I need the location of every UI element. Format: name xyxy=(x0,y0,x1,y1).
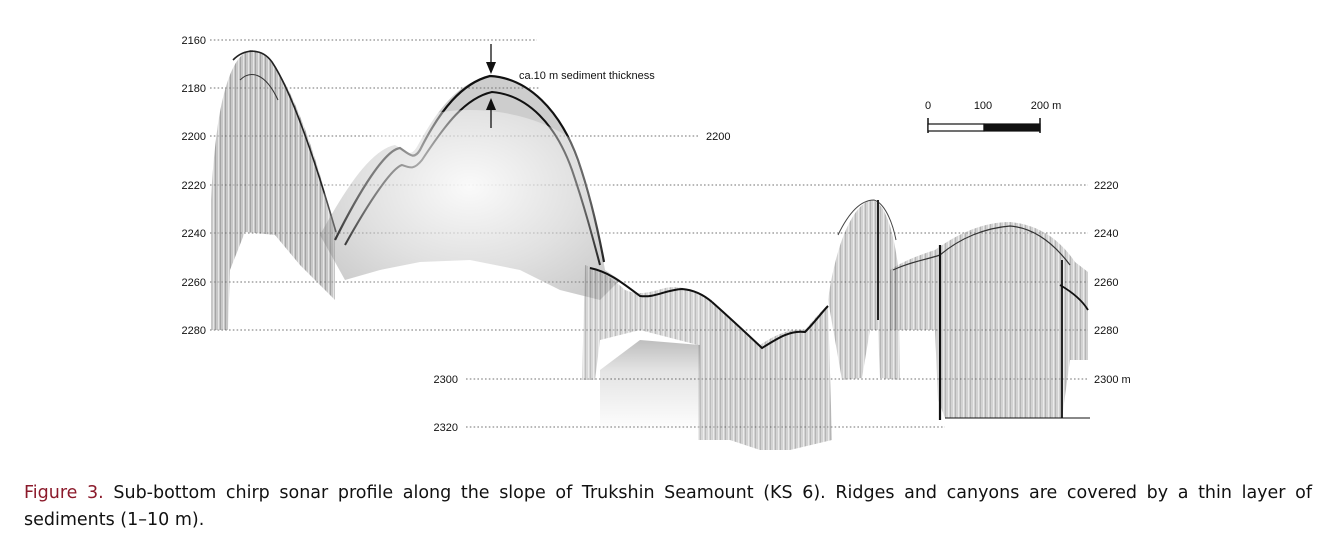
scale-label: 0 xyxy=(925,100,931,112)
depth-label: 2220 xyxy=(1094,180,1118,192)
figure-label: Figure 3. xyxy=(24,483,104,503)
depth-label: 2260 xyxy=(182,277,206,289)
sonar-profile-figure: 2160 2180 2200 2220 2240 2260 2280 2200 … xyxy=(182,35,1131,450)
depth-label: 2280 xyxy=(182,325,206,337)
depth-label: 2240 xyxy=(1094,228,1118,240)
depth-label: 2260 xyxy=(1094,277,1118,289)
depth-label: 2280 xyxy=(1094,325,1118,337)
depth-axis-lower: 2300 2320 xyxy=(434,374,458,434)
sonar-image xyxy=(211,49,1090,450)
sediment-annotation: ca.10 m sediment thickness xyxy=(519,70,655,82)
depth-label-2200-middle: 2200 xyxy=(706,131,730,143)
depth-axis-right: 2220 2240 2260 2280 2300 m xyxy=(1094,180,1131,386)
sediment-thickness-arrows xyxy=(486,44,496,128)
scale-bar: 0 100 200 m xyxy=(925,100,1061,133)
depth-axis-left: 2160 2180 2200 2220 2240 2260 2280 xyxy=(182,35,206,337)
depth-label: 2200 xyxy=(182,131,206,143)
figure-caption: Figure 3. Sub-bottom chirp sonar profile… xyxy=(24,480,1312,534)
caption-text: Sub-bottom chirp sonar profile along the… xyxy=(24,483,1312,530)
depth-label: 2180 xyxy=(182,83,206,95)
depth-label: 2300 xyxy=(434,374,458,386)
scale-label: 100 xyxy=(974,100,992,112)
depth-label: 2160 xyxy=(182,35,206,47)
depth-label: 2300 m xyxy=(1094,374,1131,386)
depth-label: 2320 xyxy=(434,422,458,434)
scale-label: 200 m xyxy=(1031,100,1062,112)
depth-label: 2220 xyxy=(182,180,206,192)
depth-label: 2240 xyxy=(182,228,206,240)
